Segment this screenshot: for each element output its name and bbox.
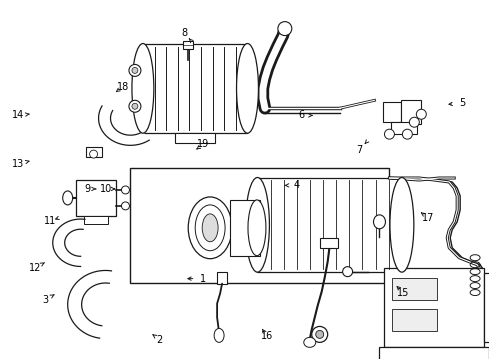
Ellipse shape <box>248 200 266 256</box>
Bar <box>175 133 215 143</box>
Ellipse shape <box>132 103 138 109</box>
Ellipse shape <box>373 215 386 229</box>
Ellipse shape <box>245 177 270 272</box>
Bar <box>392 310 437 332</box>
Text: 6: 6 <box>298 111 304 121</box>
Text: 9: 9 <box>85 184 91 194</box>
Ellipse shape <box>416 109 426 119</box>
Bar <box>392 278 437 300</box>
Polygon shape <box>68 270 111 338</box>
Bar <box>392 122 417 134</box>
Ellipse shape <box>202 214 218 242</box>
Text: 17: 17 <box>422 213 434 222</box>
Bar <box>401 100 421 124</box>
Ellipse shape <box>129 100 141 112</box>
Ellipse shape <box>122 186 129 194</box>
Ellipse shape <box>129 64 141 76</box>
Ellipse shape <box>304 337 316 347</box>
Bar <box>379 347 489 360</box>
Text: 12: 12 <box>29 263 41 273</box>
Text: 18: 18 <box>117 82 129 92</box>
Bar <box>75 180 116 216</box>
Text: 7: 7 <box>357 144 363 154</box>
Bar <box>217 272 227 284</box>
Text: 13: 13 <box>12 159 24 169</box>
Text: 16: 16 <box>261 331 273 341</box>
Bar <box>230 200 260 256</box>
Text: 2: 2 <box>156 334 163 345</box>
Bar <box>257 177 402 272</box>
Ellipse shape <box>214 328 224 342</box>
Bar <box>84 216 107 224</box>
Ellipse shape <box>312 327 328 342</box>
Ellipse shape <box>122 202 129 210</box>
Bar <box>130 168 390 283</box>
Text: 1: 1 <box>200 274 207 284</box>
Text: 8: 8 <box>181 28 187 38</box>
Ellipse shape <box>343 267 353 276</box>
Bar <box>86 147 101 157</box>
Ellipse shape <box>132 44 154 133</box>
Ellipse shape <box>390 177 414 272</box>
Polygon shape <box>53 219 85 266</box>
Text: 14: 14 <box>12 111 24 121</box>
Ellipse shape <box>237 44 258 133</box>
Ellipse shape <box>316 330 324 338</box>
Bar <box>183 41 193 49</box>
Ellipse shape <box>195 205 225 251</box>
Text: 10: 10 <box>100 184 112 194</box>
Ellipse shape <box>402 129 413 139</box>
Text: 4: 4 <box>293 180 299 190</box>
Text: 19: 19 <box>197 139 210 149</box>
Text: 5: 5 <box>459 98 466 108</box>
Ellipse shape <box>278 22 292 36</box>
Bar <box>484 273 490 342</box>
Text: 3: 3 <box>42 295 48 305</box>
Bar <box>319 238 338 248</box>
Ellipse shape <box>132 67 138 73</box>
Ellipse shape <box>90 150 98 158</box>
Text: 11: 11 <box>44 216 56 226</box>
Bar <box>143 44 247 133</box>
Polygon shape <box>98 106 149 145</box>
Ellipse shape <box>385 129 394 139</box>
Text: 15: 15 <box>397 288 410 298</box>
Bar <box>385 268 484 347</box>
Ellipse shape <box>409 117 419 127</box>
Bar <box>384 102 401 122</box>
Ellipse shape <box>188 197 232 259</box>
Ellipse shape <box>63 191 73 205</box>
